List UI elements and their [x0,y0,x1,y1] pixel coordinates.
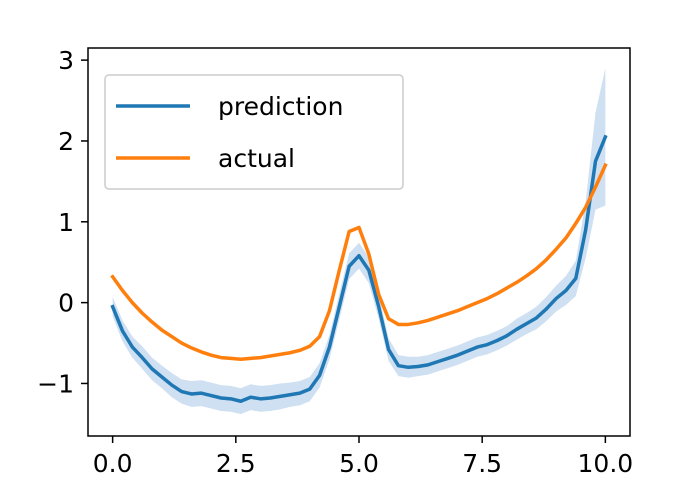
x-tick-label: 7.5 [462,449,502,478]
x-tick-label: 10.0 [578,449,634,478]
y-axis: −1 0 1 2 3 [37,46,88,398]
x-tick-label: 5.0 [339,449,379,478]
x-tick-label: 2.5 [216,449,256,478]
y-tick-label: 3 [58,46,74,75]
legend: prediction actual [104,74,404,190]
legend-box [104,74,404,190]
prediction-confidence-band [112,68,606,415]
series-line-prediction [110,134,608,403]
y-tick-label: −1 [37,369,74,398]
plot-area [110,68,608,415]
y-tick-label: 2 [58,127,74,156]
y-tick-label: 1 [58,208,74,237]
x-axis: 0.0 2.5 5.0 7.5 10.0 [93,436,633,478]
legend-label-prediction: prediction [218,92,343,121]
x-tick-label: 0.0 [93,449,133,478]
legend-label-actual: actual [218,144,295,173]
series-line-actual [110,162,608,361]
y-tick-label: 0 [58,289,74,318]
